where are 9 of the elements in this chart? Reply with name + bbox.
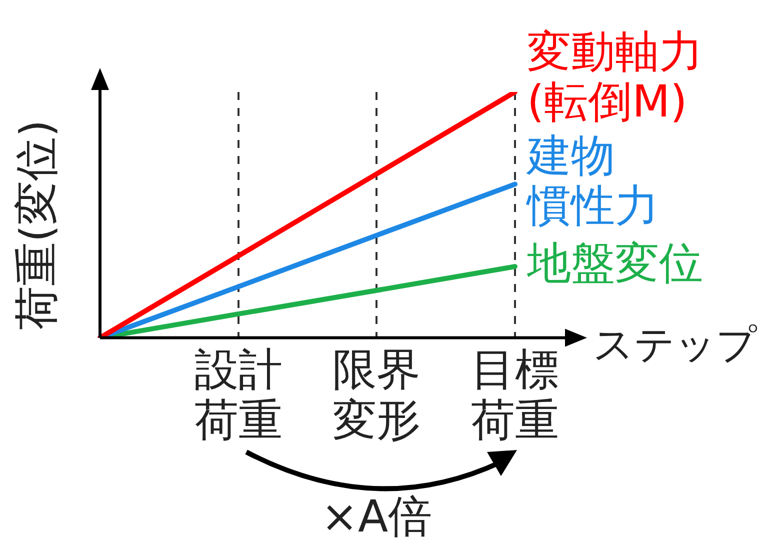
- series-label: 地盤変位: [526, 238, 703, 289]
- series-label: 変動軸力(転倒M): [527, 26, 703, 128]
- x-tick-label: 限界変形: [332, 344, 421, 446]
- y-axis-title: 荷重(変位): [11, 120, 62, 330]
- x-tick-label: 設計荷重: [194, 344, 282, 446]
- x-axis-title: ステップ: [593, 322, 758, 368]
- series-label: 建物慣性力: [525, 130, 659, 232]
- x-tick-label: 目標荷重: [471, 344, 559, 446]
- text: ×A倍: [321, 491, 432, 542]
